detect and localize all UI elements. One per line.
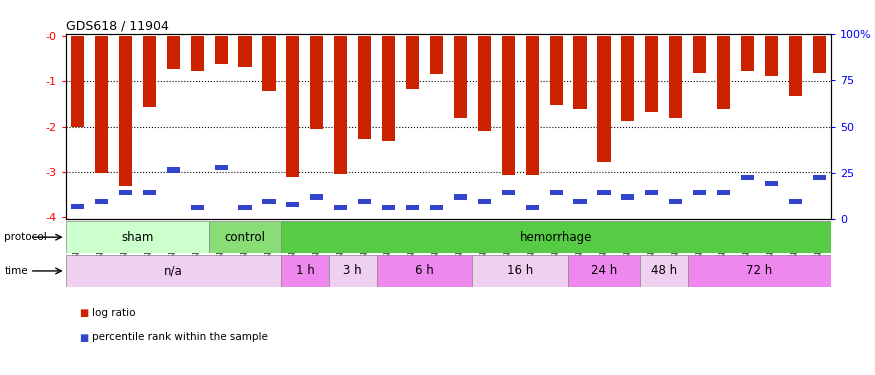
Bar: [382, 36, 396, 141]
Bar: [239, 36, 252, 67]
Bar: [358, 36, 371, 139]
Bar: [526, 36, 539, 175]
Bar: [688, 255, 831, 287]
Bar: [788, 36, 802, 96]
Bar: [94, 199, 108, 204]
Bar: [143, 36, 156, 107]
Bar: [621, 195, 634, 200]
Bar: [239, 205, 252, 210]
Bar: [669, 199, 682, 204]
Text: 6 h: 6 h: [415, 264, 434, 278]
Bar: [573, 199, 586, 204]
Text: 24 h: 24 h: [591, 264, 617, 278]
Bar: [478, 199, 491, 204]
Bar: [550, 36, 563, 105]
Bar: [311, 36, 324, 129]
Bar: [143, 190, 156, 195]
Text: ■: ■: [79, 333, 88, 342]
Bar: [741, 174, 754, 180]
Bar: [550, 190, 563, 195]
Bar: [214, 165, 228, 171]
Text: time: time: [4, 266, 28, 276]
Text: 48 h: 48 h: [651, 264, 677, 278]
Bar: [329, 255, 376, 287]
Bar: [501, 190, 514, 195]
Text: ■: ■: [79, 308, 88, 318]
Bar: [573, 36, 586, 109]
Bar: [526, 205, 539, 210]
Bar: [473, 255, 568, 287]
Bar: [167, 167, 180, 173]
Bar: [568, 255, 640, 287]
Text: hemorrhage: hemorrhage: [520, 231, 592, 244]
Bar: [66, 221, 209, 253]
Bar: [501, 36, 514, 175]
Bar: [598, 36, 611, 162]
Bar: [209, 221, 281, 253]
Bar: [813, 36, 826, 73]
Bar: [717, 36, 730, 109]
Text: 16 h: 16 h: [507, 264, 534, 278]
Bar: [645, 190, 658, 195]
Bar: [281, 221, 831, 253]
Text: GDS618 / 11904: GDS618 / 11904: [66, 20, 169, 33]
Text: 3 h: 3 h: [343, 264, 362, 278]
Text: n/a: n/a: [164, 264, 183, 278]
Bar: [311, 195, 324, 200]
Bar: [191, 36, 204, 71]
Text: control: control: [225, 231, 266, 244]
Text: percentile rank within the sample: percentile rank within the sample: [92, 333, 268, 342]
Bar: [693, 190, 706, 195]
Bar: [669, 36, 682, 118]
Bar: [478, 36, 491, 131]
Bar: [71, 36, 84, 127]
Bar: [71, 204, 84, 209]
Bar: [640, 255, 688, 287]
Bar: [167, 36, 180, 69]
Bar: [693, 36, 706, 73]
Bar: [454, 195, 467, 200]
Bar: [119, 36, 132, 186]
Text: 1 h: 1 h: [296, 264, 314, 278]
Bar: [430, 36, 443, 75]
Bar: [262, 36, 276, 91]
Bar: [66, 255, 281, 287]
Bar: [621, 36, 634, 121]
Bar: [358, 199, 371, 204]
Text: 72 h: 72 h: [746, 264, 773, 278]
Bar: [262, 199, 276, 204]
Bar: [191, 205, 204, 210]
Bar: [765, 36, 778, 76]
Bar: [788, 199, 802, 204]
Bar: [765, 181, 778, 186]
Bar: [454, 36, 467, 118]
Bar: [382, 205, 396, 210]
Text: log ratio: log ratio: [92, 308, 136, 318]
Bar: [334, 36, 347, 174]
Bar: [741, 36, 754, 71]
Bar: [214, 36, 228, 64]
Bar: [645, 36, 658, 112]
Bar: [430, 205, 443, 210]
Bar: [94, 36, 108, 173]
Bar: [717, 190, 730, 195]
Bar: [286, 202, 299, 207]
Bar: [281, 255, 329, 287]
Bar: [376, 255, 473, 287]
Text: protocol: protocol: [4, 232, 47, 242]
Bar: [119, 190, 132, 195]
Text: sham: sham: [122, 231, 154, 244]
Bar: [406, 36, 419, 90]
Bar: [598, 190, 611, 195]
Bar: [406, 205, 419, 210]
Bar: [813, 174, 826, 180]
Bar: [334, 205, 347, 210]
Bar: [286, 36, 299, 177]
